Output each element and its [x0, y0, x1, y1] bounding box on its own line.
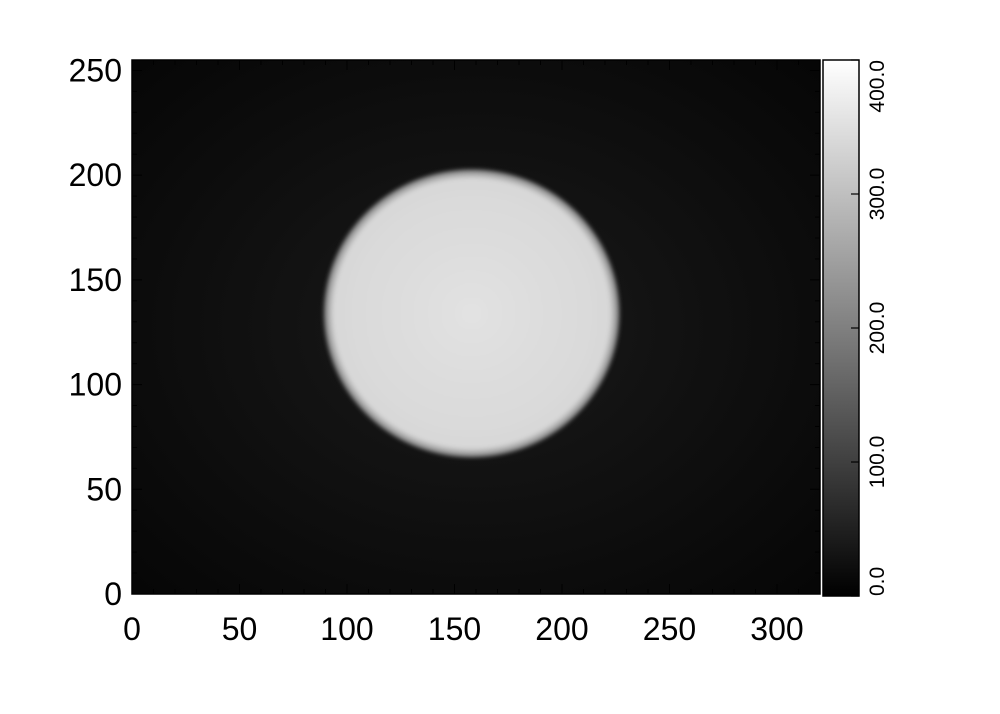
x-tick-label: 250 [643, 611, 696, 647]
y-axis: 0 50 100 150 200 250 [69, 52, 820, 612]
colorbar-tick-label: 100.0 [866, 436, 889, 489]
y-tick-label: 200 [69, 157, 122, 193]
colorbar-tick-label: 300.0 [866, 168, 889, 221]
bright-disk-0 [323, 168, 621, 458]
x-tick-label: 200 [535, 611, 588, 647]
x-tick-label: 300 [750, 611, 803, 647]
y-tick-label: 0 [104, 576, 122, 612]
colorbar: 0.0 100.0 200.0 300.0 400.0 [822, 59, 889, 597]
y-tick-label: 150 [69, 262, 122, 298]
y-tick-label: 250 [69, 52, 122, 88]
x-tick-label: 50 [222, 611, 258, 647]
y-tick-label: 100 [69, 367, 122, 403]
colorbar-tick-label: 0.0 [866, 567, 889, 596]
x-tick-label: 150 [428, 611, 481, 647]
x-axis: 0 50 100 150 200 250 300 [123, 60, 821, 647]
plot-area [132, 60, 820, 594]
y-tick-label: 50 [86, 471, 122, 507]
x-tick-label: 0 [123, 611, 141, 647]
colorbar-tick-label: 200.0 [866, 302, 889, 355]
colorbar-tick-label: 400.0 [866, 60, 889, 113]
x-tick-label: 100 [320, 611, 373, 647]
